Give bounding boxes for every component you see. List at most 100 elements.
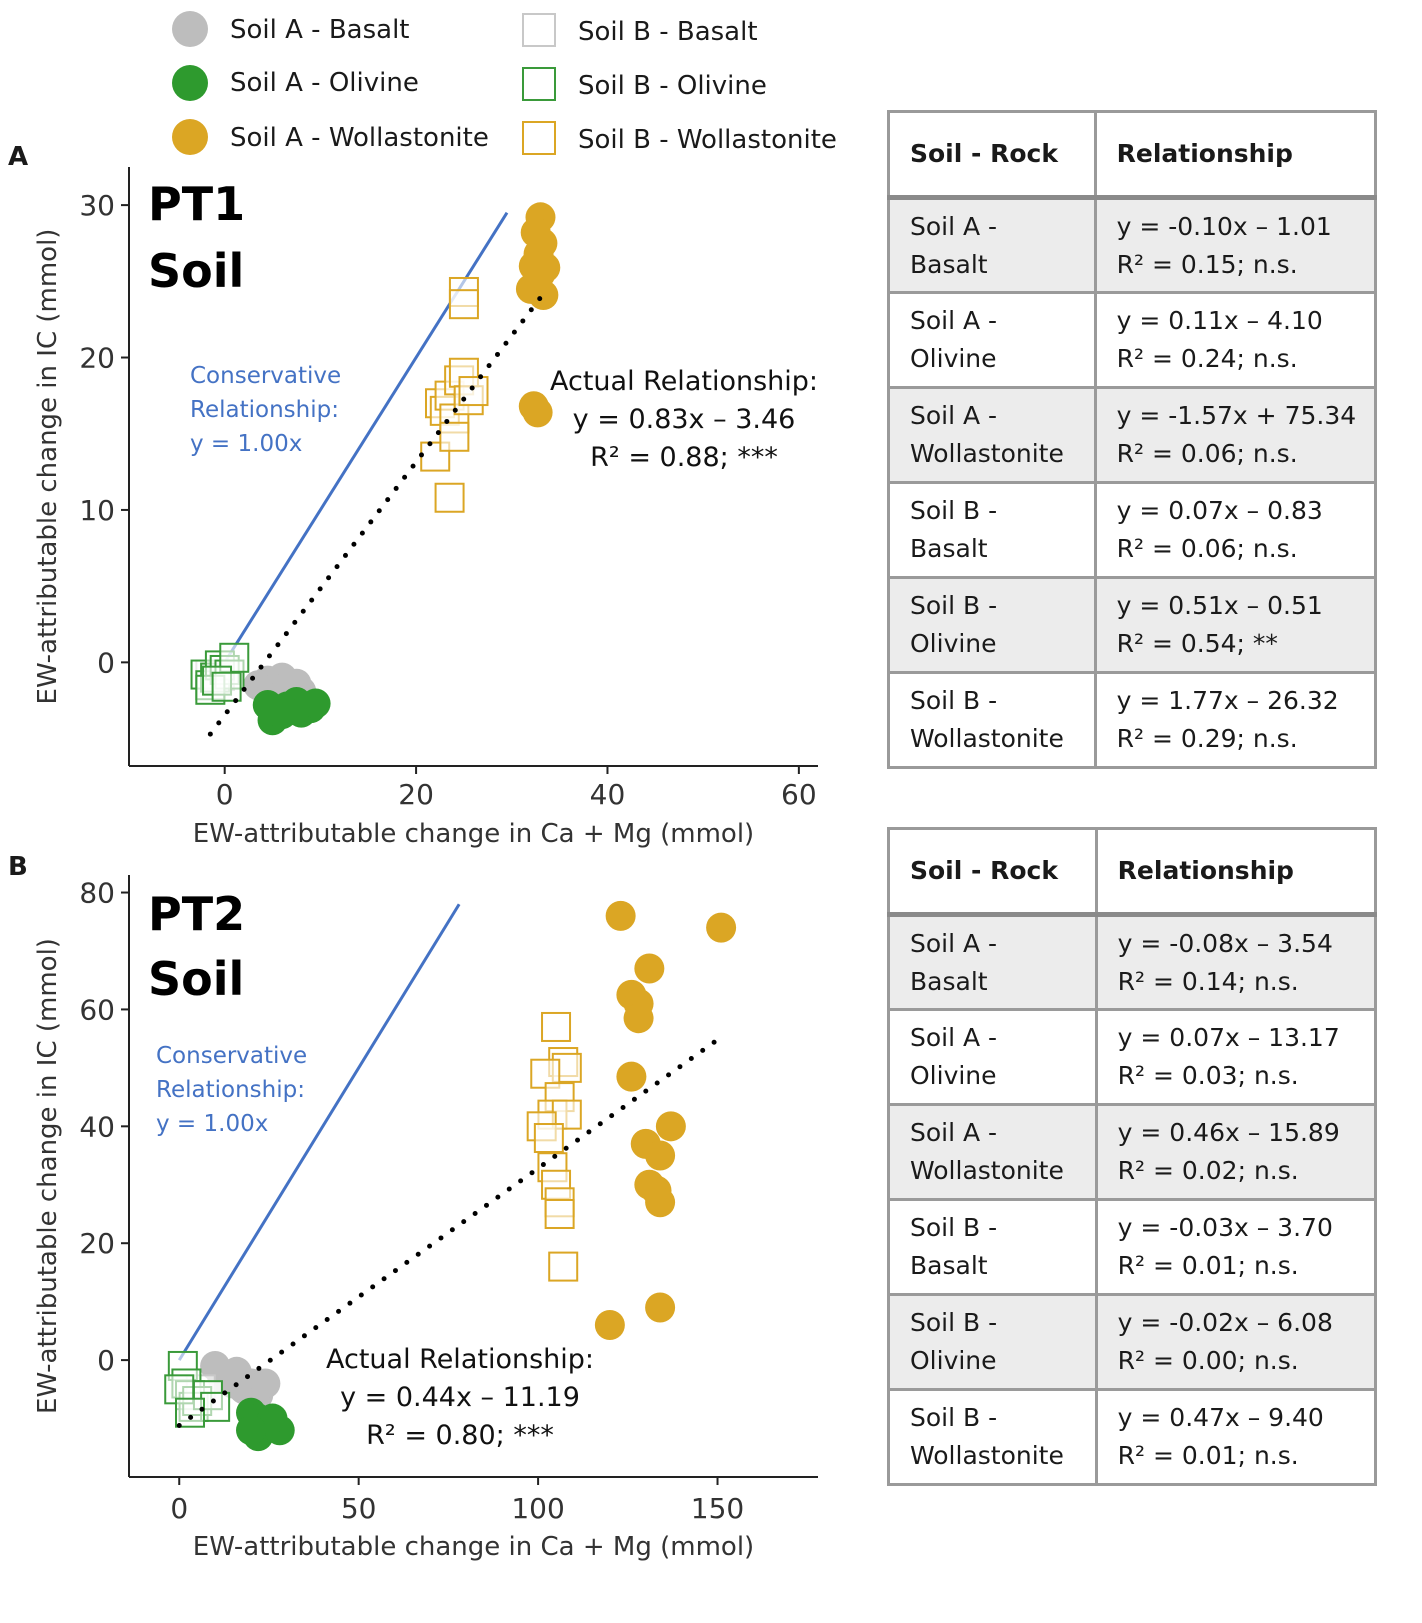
legend-marker-shape [172, 119, 208, 155]
x-tick-label: 150 [691, 1492, 744, 1525]
y-tick-label: 60 [79, 993, 115, 1026]
row-soil: Soil A - [910, 306, 998, 335]
plot-title-line1: PT1 [148, 177, 245, 231]
row-r2: R² = 0.54; ** [1116, 629, 1278, 658]
legend-marker-shape [522, 67, 556, 101]
row-equation: y = 0.47x – 9.40 [1117, 1403, 1324, 1432]
data-point [645, 1292, 676, 1323]
row-soil: Soil A - [910, 1023, 998, 1052]
table-row: Soil B - Olivine y = -0.02x – 6.08 R² = 0.… [887, 1293, 1378, 1391]
legend-label: Soil A - Wollastonite [230, 123, 489, 153]
y-tick-label: 30 [79, 189, 115, 222]
data-point [527, 228, 558, 259]
relationship-table-pt1: Soil - Rock Relationship Soil A - Basalt … [887, 110, 1378, 769]
actual-annotation: Actual Relationship: [550, 366, 818, 397]
data-point [634, 953, 665, 984]
legend-label: Soil B - Basalt [578, 17, 758, 47]
table-row: Soil B - Basalt y = 0.07x – 0.83 R² = 0.06… [887, 481, 1378, 579]
plot-title-line1: PT2 [148, 887, 245, 941]
data-point [544, 1198, 575, 1229]
row-equation: y = 0.46x – 15.89 [1117, 1118, 1340, 1147]
x-axis-label: EW-attributable change in Ca + Mg (mmol) [193, 819, 754, 849]
x-tick-label: 0 [170, 1492, 188, 1525]
plot-title-line2: Soil [148, 244, 244, 298]
row-r2: R² = 0.01; n.s. [1117, 1251, 1299, 1280]
legend-marker-shape [522, 121, 556, 155]
actual-annotation: y = 0.44x – 11.19 [340, 1382, 580, 1413]
series-soil-b-olivine [190, 642, 250, 705]
series-soil-a-wollastonite [594, 900, 737, 1341]
row-rock: Basalt [910, 966, 988, 996]
row-r2: R² = 0.02; n.s. [1117, 1156, 1299, 1185]
data-point [200, 1391, 231, 1422]
row-rock: Wollastonite [910, 1441, 1064, 1470]
series-soil-b-wollastonite [526, 1011, 582, 1282]
legend-label: Soil B - Olivine [578, 71, 767, 101]
table-row: Soil A - Wollastonite y = 0.46x – 15.89 R²… [887, 1103, 1378, 1201]
table-row: Soil A - Olivine y = 0.11x – 4.10 R² = 0.2… [887, 291, 1378, 389]
table-row: Soil B - Basalt y = -0.03x – 3.70 R² = 0.0… [887, 1198, 1378, 1296]
y-tick-label: 0 [97, 646, 115, 679]
plot-title-line2: Soil [148, 952, 244, 1006]
data-point [541, 1011, 572, 1042]
y-tick-label: 10 [79, 494, 115, 527]
table-header-relationship: Relationship [1094, 827, 1378, 917]
row-r2: R² = 0.15; n.s. [1116, 249, 1298, 279]
x-tick-label: 0 [216, 778, 234, 811]
row-rock: Basalt [910, 1251, 988, 1280]
legend-marker-shape [172, 65, 208, 101]
data-point [623, 1003, 654, 1034]
row-equation: y = 0.11x – 4.10 [1116, 306, 1323, 335]
panel-letter-a: A [8, 142, 29, 172]
fit-line [176, 1034, 724, 1429]
row-r2: R² = 0.03; n.s. [1117, 1061, 1299, 1090]
row-rock: Olivine [910, 344, 997, 373]
x-tick-label: 60 [781, 778, 817, 811]
table-row: Soil B - Olivine y = 0.51x – 0.51 R² = 0.5… [887, 576, 1378, 674]
row-equation: y = 0.07x – 0.83 [1116, 496, 1323, 525]
table-row: Soil A - Basalt y = -0.10x – 1.01 R² = 0.1… [887, 196, 1378, 294]
x-tick-label: 100 [511, 1492, 564, 1525]
row-equation: y = -0.08x – 3.54 [1117, 928, 1333, 958]
row-soil: Soil A - [910, 401, 998, 430]
data-point [548, 1251, 579, 1282]
data-point [300, 688, 331, 719]
row-r2: R² = 0.06; n.s. [1116, 439, 1298, 468]
row-rock: Basalt [910, 249, 988, 279]
conservative-annotation: Relationship: [156, 1077, 305, 1103]
data-point [458, 376, 489, 407]
y-tick-label: 0 [97, 1344, 115, 1377]
conservative-annotation: y = 1.00x [156, 1111, 268, 1137]
data-point [250, 1368, 281, 1399]
scatter-chart-pt1: 0 20 40 60 0 10 20 30 EW-attributable change in … [33, 167, 818, 849]
x-axis-label: EW-attributable change in Ca + Mg (mmol) [193, 1532, 754, 1562]
row-soil: Soil A - [910, 1118, 998, 1147]
y-tick-label: 20 [79, 1227, 115, 1260]
row-soil: Soil B - [910, 1213, 998, 1242]
row-r2: R² = 0.14; n.s. [1117, 966, 1299, 996]
legend-marker-soil-a-wollastonite [172, 119, 208, 155]
row-r2: R² = 0.29; n.s. [1116, 724, 1298, 753]
series-soil-a-wollastonite [515, 202, 561, 428]
row-soil: Soil B - [910, 1403, 998, 1432]
x-tick-label: 40 [590, 778, 626, 811]
data-point [706, 912, 737, 943]
y-axis-label: EW-attributable change in IC (mmol) [33, 229, 63, 705]
table-row: Soil A - Wollastonite y = -1.57x + 75.34 R… [887, 386, 1378, 484]
series-soil-b-olivine [164, 1350, 231, 1428]
legend-label: Soil B - Wollastonite [578, 125, 837, 155]
row-equation: y = -1.57x + 75.34 [1116, 401, 1357, 430]
row-rock: Basalt [910, 534, 988, 563]
series-soil-b-wollastonite [420, 276, 489, 513]
row-equation: y = -0.10x – 1.01 [1116, 211, 1332, 241]
actual-annotation: Actual Relationship: [326, 1344, 594, 1375]
row-soil: Soil A - [910, 211, 998, 241]
row-soil: Soil B - [910, 591, 998, 620]
x-tick-label: 50 [341, 1492, 377, 1525]
data-point [448, 289, 479, 320]
row-equation: y = 1.77x – 26.32 [1116, 686, 1339, 715]
data-point [616, 1061, 647, 1092]
data-point [175, 1397, 206, 1428]
data-point [645, 1140, 676, 1171]
table-header-soil-rock: Soil - Rock [887, 110, 1097, 200]
